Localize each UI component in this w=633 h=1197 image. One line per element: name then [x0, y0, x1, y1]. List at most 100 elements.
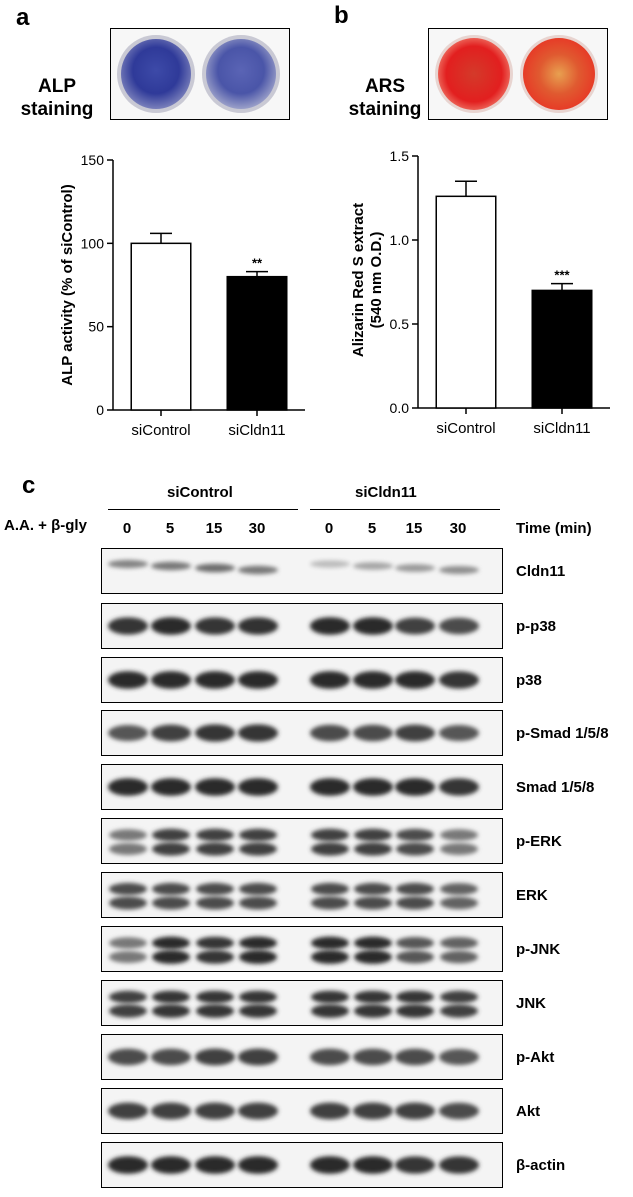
band [151, 1102, 191, 1120]
ars-well-sicontrol [438, 38, 510, 110]
bar-sicldn11 [226, 275, 288, 411]
band [195, 671, 235, 689]
band [353, 562, 393, 570]
band [439, 1049, 479, 1065]
band-lower [311, 842, 349, 856]
band-lower [152, 842, 190, 856]
band [195, 724, 235, 742]
band [310, 617, 350, 635]
bar-sicontrol [130, 242, 192, 411]
band [195, 1102, 235, 1120]
band-upper [239, 828, 277, 842]
band-lower [239, 1004, 277, 1018]
blot-p-akt [101, 1034, 503, 1080]
band [353, 1156, 393, 1174]
lane-label-30min: 30 [248, 520, 266, 537]
group-underline-sicldn11 [310, 509, 500, 510]
band [395, 778, 435, 796]
blot-jnk [101, 980, 503, 1026]
band-lower [354, 1004, 392, 1018]
band-upper [311, 990, 349, 1004]
band-upper [109, 882, 147, 896]
y-axis-label: ALP activity (% of siControl) [59, 184, 76, 385]
band [395, 564, 435, 572]
blot-bands [108, 1156, 479, 1174]
band [439, 725, 479, 741]
band-upper [239, 936, 277, 950]
lane-label-15min: 15 [205, 520, 223, 537]
y-axis-label: Alizarin Red S extract [350, 203, 367, 357]
band [238, 617, 278, 635]
band [310, 1102, 350, 1120]
blot-label: p-p38 [516, 618, 557, 635]
band [151, 778, 191, 796]
treatment-label: A.A. + β-gly [4, 517, 87, 534]
band [395, 724, 435, 742]
band [395, 1156, 435, 1174]
band-upper [152, 990, 190, 1004]
band [238, 1048, 278, 1066]
band [151, 617, 191, 635]
y-tick-label: 1.5 [390, 148, 410, 164]
band-upper [152, 882, 190, 896]
band [439, 617, 479, 635]
alp-staining-line2: staining [20, 99, 94, 120]
y-tick-label: 100 [81, 235, 105, 251]
lane-label-0min: 0 [324, 520, 334, 537]
band [353, 671, 393, 689]
y-tick-label: 1.0 [390, 232, 410, 248]
band [310, 724, 350, 742]
band [238, 565, 278, 575]
band-lower [239, 950, 277, 964]
blot-bands [108, 671, 479, 689]
band [395, 1102, 435, 1120]
blot-label: p-JNK [516, 941, 561, 958]
band [151, 561, 191, 571]
blot-bands [108, 778, 479, 796]
band [439, 671, 479, 689]
bar-sicldn11 [531, 289, 593, 409]
band-upper [311, 828, 349, 842]
blot-label: Akt [516, 1103, 541, 1120]
band [310, 1048, 350, 1066]
band-lower [396, 950, 434, 964]
y-tick-label: 150 [81, 152, 105, 168]
alp-staining-image [110, 28, 290, 120]
band-lower [396, 1004, 434, 1018]
ars-staining-image [428, 28, 608, 120]
band-lower [196, 1004, 234, 1018]
band-lower [152, 896, 190, 910]
band-lower [239, 842, 277, 856]
blot-bands [108, 1102, 479, 1120]
band [108, 725, 148, 741]
band [310, 671, 350, 689]
blot-bands [109, 882, 478, 910]
band-lower [440, 896, 478, 910]
ars-staining-line1: ARS [364, 76, 406, 97]
significance-marker: *** [554, 268, 570, 283]
band [108, 1048, 148, 1066]
blot-label: p-ERK [516, 833, 562, 850]
blot-smad-1-5-8 [101, 764, 503, 810]
blot-p-erk [101, 818, 503, 864]
band-upper [152, 828, 190, 842]
band [238, 1156, 278, 1174]
band-upper [196, 828, 234, 842]
blot-label: Cldn11 [516, 563, 566, 580]
band [310, 560, 350, 568]
band [108, 778, 148, 796]
band [151, 1156, 191, 1174]
band-upper [196, 990, 234, 1004]
band-lower [311, 950, 349, 964]
band-upper [311, 882, 349, 896]
band-upper [239, 882, 277, 896]
band-lower [396, 842, 434, 856]
blot-bands [109, 828, 478, 856]
band-upper [109, 937, 147, 949]
y-tick-label: 0.5 [390, 316, 410, 332]
lane-label-5min: 5 [165, 520, 175, 537]
band-lower [109, 951, 147, 963]
band [195, 617, 235, 635]
y-tick-label: 50 [88, 319, 104, 335]
band-upper [396, 990, 434, 1004]
